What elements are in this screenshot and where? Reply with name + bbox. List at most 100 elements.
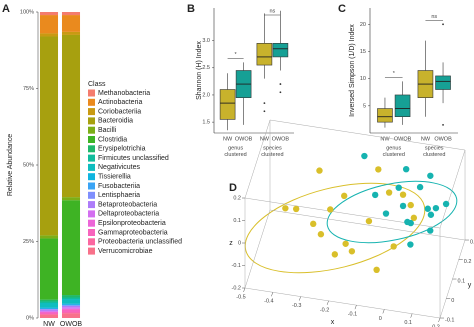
panel-letter: A: [2, 3, 10, 15]
outlier: [263, 102, 266, 105]
significance-label: ns: [269, 8, 275, 14]
x-tick-label: OWOB: [272, 136, 290, 142]
point: [316, 167, 323, 174]
legend-label: Bacteroidia: [98, 118, 133, 125]
point: [342, 240, 349, 247]
outlier: [279, 83, 282, 85]
legend-label: Erysipelotrichia: [98, 146, 146, 153]
legend-swatch: [88, 163, 95, 171]
z-tick-label: 0.1: [233, 218, 241, 224]
point: [427, 227, 434, 234]
group-label: clustered: [383, 152, 405, 158]
point: [317, 231, 325, 238]
legend-swatch: [88, 108, 95, 116]
legend-label: Methanobacteria: [98, 90, 150, 97]
bar-segment: [61, 15, 81, 32]
bar-segment: [39, 15, 59, 34]
y-tick-label: 3.0: [202, 38, 210, 44]
legend-label: Clostridia: [98, 136, 127, 143]
legend-swatch: [88, 238, 95, 246]
y-tick-label: 5: [363, 103, 366, 109]
group-label: species: [425, 145, 444, 151]
bar-segment: [39, 307, 59, 309]
legend-label: Lentisphaeria: [98, 192, 140, 199]
panel-letter: D: [229, 182, 237, 194]
legend-label: Fusobacteriia: [98, 183, 140, 190]
bar-segment: [39, 314, 59, 315]
y-tick-label: 10: [360, 76, 366, 82]
bar-segment: [39, 311, 59, 313]
box: [377, 108, 393, 123]
y-axis-label: Shannon (H) Index: [196, 41, 203, 100]
point: [371, 191, 379, 199]
box: [394, 94, 411, 117]
box-edge: [244, 119, 271, 199]
owob-ellipse: [326, 180, 458, 244]
bar-segment: [39, 303, 59, 308]
legend-swatch: [88, 229, 95, 236]
x-tick-label: OWOB: [394, 136, 412, 142]
bar-segment: [61, 305, 81, 308]
point: [407, 241, 414, 248]
legend-title: Class: [88, 81, 106, 88]
point: [390, 243, 397, 250]
point: [442, 200, 450, 208]
bar-segment: [61, 304, 81, 306]
point: [427, 172, 434, 179]
bar-segment: [61, 31, 81, 35]
group-label: clustered: [261, 152, 283, 158]
group-label: genus: [228, 145, 243, 151]
legend-label: Coriobacteriia: [98, 108, 141, 115]
legend-swatch: [88, 98, 95, 106]
tick-mark: [438, 317, 441, 323]
outlier: [442, 123, 444, 126]
point: [399, 191, 407, 198]
bar-segment: [39, 299, 59, 302]
x-tick-label: -0.5: [236, 294, 245, 300]
point: [416, 183, 424, 191]
x-tick-label: -0.2: [320, 307, 329, 313]
y-tick-label: 1.5: [202, 120, 210, 126]
group-label: clustered: [423, 152, 445, 158]
bar-segment: [39, 310, 59, 312]
point: [432, 204, 440, 212]
bar-segment: [61, 295, 81, 298]
group-label: genus: [386, 145, 401, 151]
outlier: [279, 91, 282, 94]
bar-segment: [61, 303, 81, 305]
tick-mark: [354, 305, 357, 310]
y-tick-label: 0: [451, 298, 454, 304]
tick-mark: [410, 313, 413, 318]
point: [385, 189, 393, 196]
x-tick-label: NW: [380, 136, 390, 142]
x-axis-label: x: [331, 319, 335, 326]
point: [395, 184, 402, 191]
point: [427, 211, 435, 218]
bar-segment: [39, 309, 59, 311]
point: [382, 210, 390, 217]
point: [331, 251, 339, 258]
bar-segment: [61, 200, 81, 296]
legend-swatch: [88, 126, 95, 134]
significance-label: *: [393, 71, 396, 77]
point: [404, 218, 411, 226]
y-tick-label: 20: [360, 22, 366, 28]
x-tick-label: NW: [260, 136, 270, 142]
x-tick-label: -0.4: [264, 299, 273, 305]
x-tick-label: -0.1: [348, 312, 357, 318]
x-tick-label: OWOB: [60, 321, 82, 327]
x-tick-label: -0.3: [292, 303, 301, 309]
y-tick-label: 0.2: [464, 259, 472, 265]
y-tick-label: 15: [360, 49, 366, 55]
box-edge: [244, 287, 441, 319]
z-axis-label: z: [229, 240, 233, 247]
bar-segment: [61, 299, 81, 304]
bar-segment: [61, 309, 81, 313]
point: [341, 192, 348, 200]
legend-label: Verrucomicrobiae: [98, 248, 153, 255]
box: [435, 75, 451, 90]
y-tick-label: 25%: [23, 239, 34, 245]
x-tick-label: 0.2: [432, 324, 440, 327]
tick-mark: [271, 292, 274, 297]
